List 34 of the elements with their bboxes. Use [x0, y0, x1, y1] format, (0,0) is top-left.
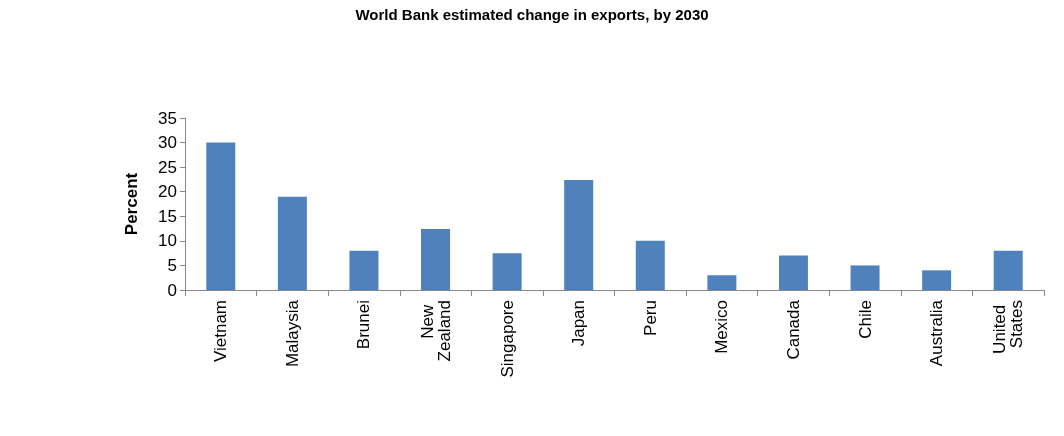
x-tick-label: Singapore	[497, 300, 517, 378]
bar	[993, 250, 1023, 290]
y-axis-title: Percent	[122, 172, 141, 236]
x-tick-label: Malaysia	[282, 299, 302, 368]
bar	[206, 142, 236, 290]
x-tick-label: New Zealand	[417, 300, 454, 362]
bar	[635, 240, 665, 290]
y-tick-label: 20	[158, 182, 177, 202]
y-tick-label: 25	[158, 157, 177, 177]
y-tick-label: 10	[158, 231, 177, 251]
bar	[778, 255, 808, 290]
y-tick-label: 15	[158, 206, 177, 226]
x-tick-label: Australia	[927, 299, 947, 367]
x-tick-label: Japan	[569, 300, 589, 347]
x-tick-label: Vietnam	[211, 300, 231, 363]
bar	[922, 270, 952, 290]
bar	[277, 196, 307, 290]
bar	[707, 275, 737, 290]
bar	[850, 265, 880, 290]
bar	[492, 253, 522, 290]
x-tick-label: United States	[990, 300, 1027, 354]
x-tick-label: Peru	[640, 300, 660, 336]
y-tick-label: 30	[158, 133, 177, 153]
y-tick-label: 35	[158, 108, 177, 128]
y-tick-label: 0	[167, 280, 177, 300]
x-tick-label: Brunei	[354, 300, 374, 350]
x-tick-label: Mexico	[712, 300, 732, 354]
y-tick-label: 5	[167, 255, 177, 275]
chart-title: World Bank estimated change in exports, by 2030	[355, 6, 709, 23]
bar	[349, 250, 379, 290]
bar	[564, 179, 594, 290]
bar	[421, 229, 451, 290]
x-tick-label: Chile	[855, 300, 875, 339]
x-tick-label: Canada	[783, 299, 803, 360]
